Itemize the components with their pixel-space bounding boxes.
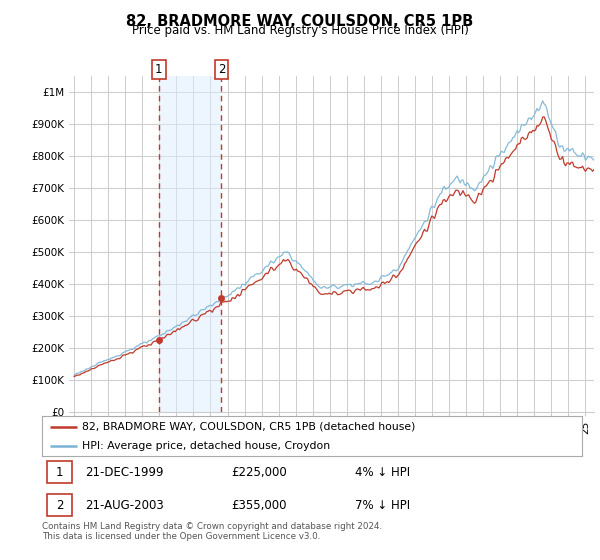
FancyBboxPatch shape — [47, 461, 72, 483]
Text: 4% ↓ HPI: 4% ↓ HPI — [355, 465, 410, 479]
Text: 2: 2 — [56, 498, 64, 512]
Text: 21-AUG-2003: 21-AUG-2003 — [85, 498, 164, 512]
Text: £355,000: £355,000 — [231, 498, 287, 512]
Text: HPI: Average price, detached house, Croydon: HPI: Average price, detached house, Croy… — [83, 441, 331, 450]
FancyBboxPatch shape — [47, 494, 72, 516]
Text: 21-DEC-1999: 21-DEC-1999 — [85, 465, 164, 479]
Text: Price paid vs. HM Land Registry's House Price Index (HPI): Price paid vs. HM Land Registry's House … — [131, 24, 469, 37]
Text: £225,000: £225,000 — [231, 465, 287, 479]
Text: 2: 2 — [218, 63, 225, 76]
Text: Contains HM Land Registry data © Crown copyright and database right 2024.
This d: Contains HM Land Registry data © Crown c… — [42, 522, 382, 542]
Text: 82, BRADMORE WAY, COULSDON, CR5 1PB: 82, BRADMORE WAY, COULSDON, CR5 1PB — [127, 14, 473, 29]
Bar — [159, 76, 221, 412]
Text: 1: 1 — [56, 465, 64, 479]
Text: 1: 1 — [155, 63, 163, 76]
Text: 82, BRADMORE WAY, COULSDON, CR5 1PB (detached house): 82, BRADMORE WAY, COULSDON, CR5 1PB (det… — [83, 422, 416, 432]
Text: 7% ↓ HPI: 7% ↓ HPI — [355, 498, 410, 512]
